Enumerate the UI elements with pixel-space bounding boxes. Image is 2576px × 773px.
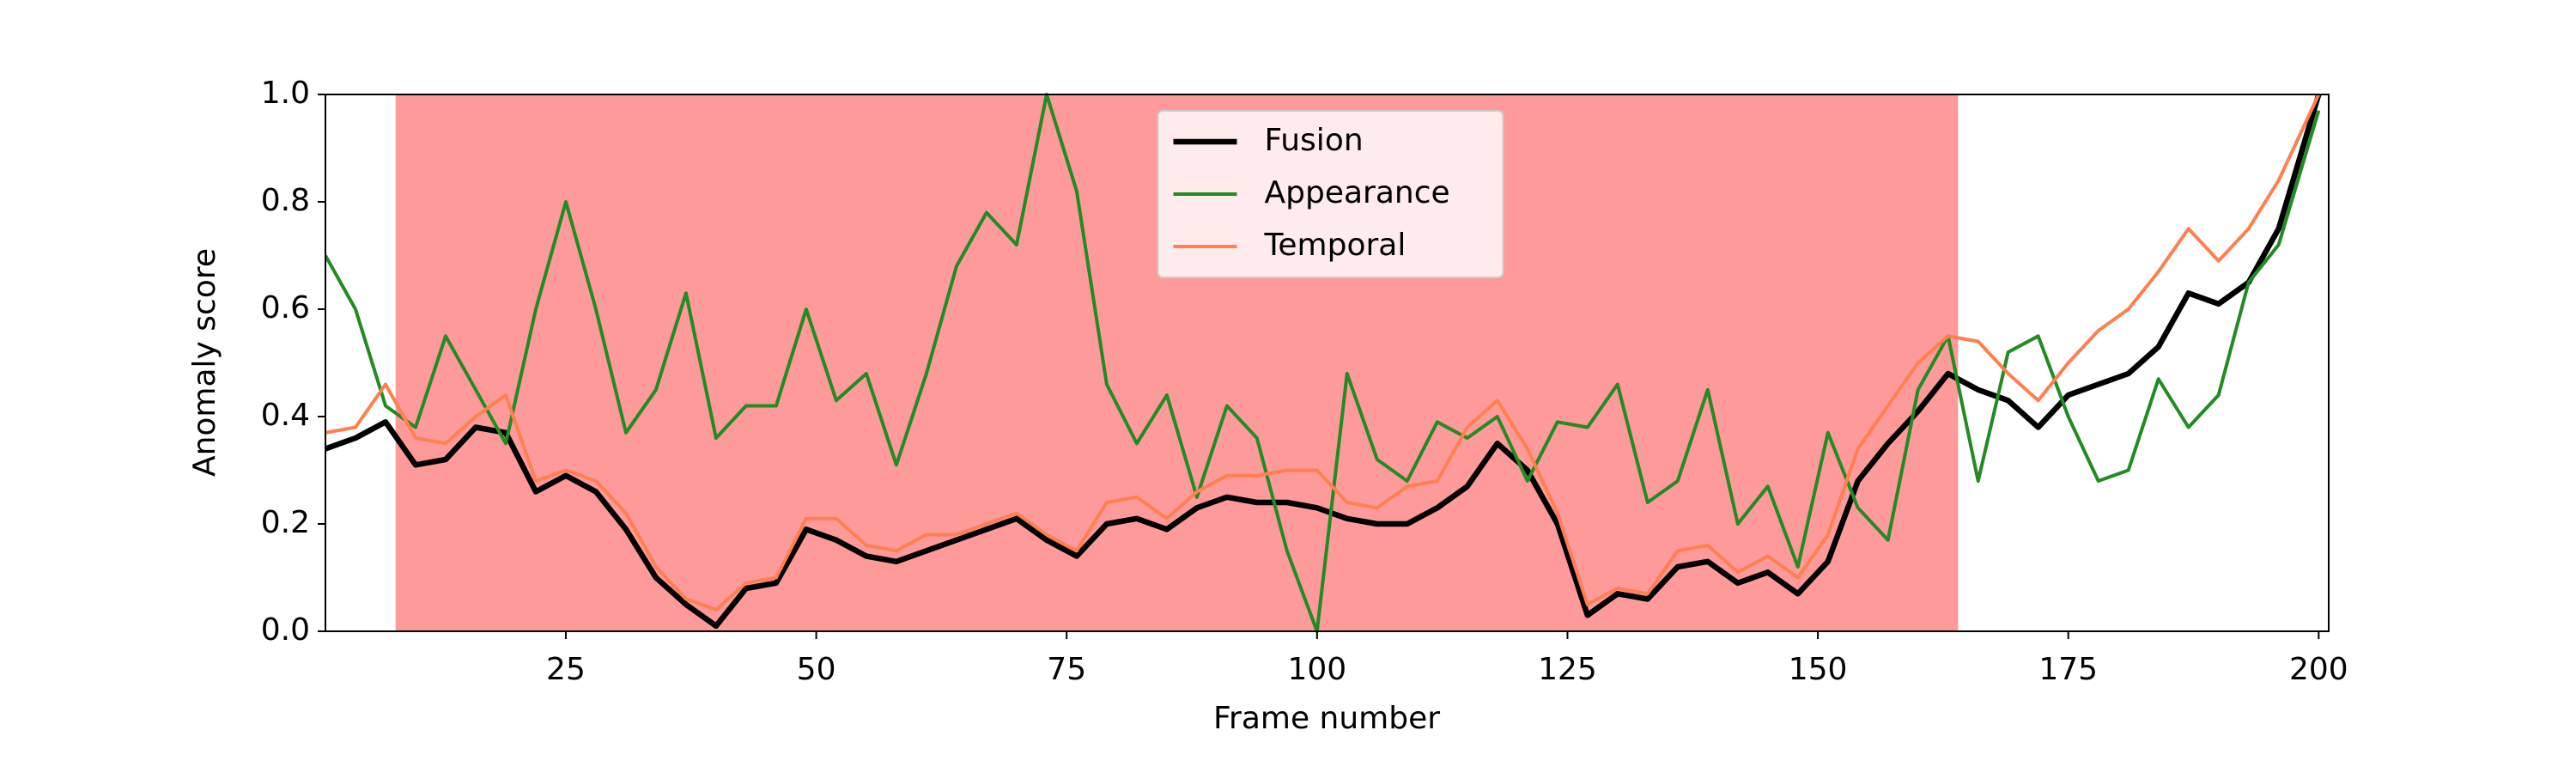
legend-label: Appearance — [1265, 175, 1450, 210]
x-tick-label: 200 — [2289, 652, 2348, 687]
y-tick-label: 0.2 — [261, 505, 310, 540]
y-tick-label: 0.6 — [261, 290, 310, 326]
x-tick-label: 75 — [1047, 652, 1086, 687]
axes-frame — [325, 94, 2330, 632]
x-axis-label: Frame number — [1213, 701, 1440, 736]
legend-box — [1157, 110, 1504, 278]
legend-label: Temporal — [1264, 228, 1406, 263]
x-tick-label: 125 — [1538, 652, 1597, 687]
series-line — [325, 94, 2321, 612]
x-tick-label: 100 — [1287, 652, 1346, 687]
series-line — [325, 94, 2322, 630]
legend-label: Fusion — [1265, 123, 1364, 158]
x-tick-label: 25 — [546, 652, 586, 687]
y-tick-label: 0.8 — [261, 183, 310, 218]
y-tick-label: 1.0 — [261, 76, 310, 111]
x-tick-label: 50 — [797, 652, 836, 687]
x-tick-label: 150 — [1789, 652, 1848, 687]
y-tick-label: 0.0 — [261, 612, 310, 648]
y-tick-label: 0.4 — [261, 398, 310, 433]
y-axis-label: Anomaly score — [187, 248, 222, 477]
x-tick-label: 175 — [2038, 652, 2098, 687]
